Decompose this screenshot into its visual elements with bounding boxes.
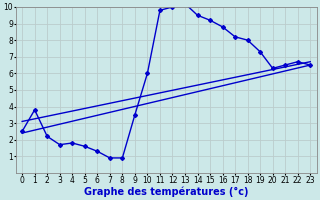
X-axis label: Graphe des températures (°c): Graphe des températures (°c) — [84, 186, 248, 197]
